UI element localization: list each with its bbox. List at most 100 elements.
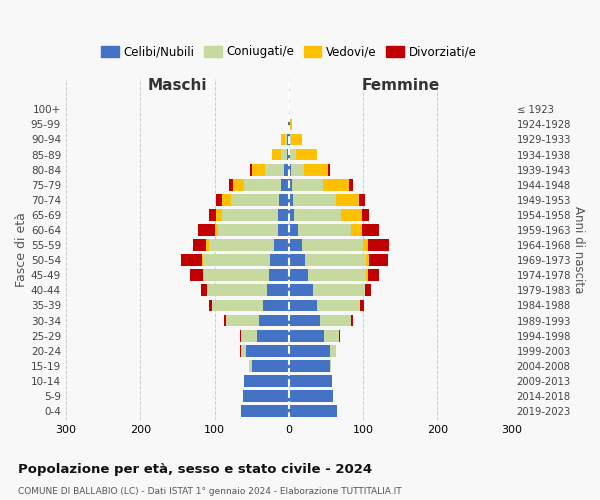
- Bar: [368, 270, 379, 281]
- Bar: [302, 239, 363, 251]
- Bar: [209, 300, 212, 312]
- Bar: [279, 194, 289, 205]
- Bar: [209, 239, 274, 251]
- Bar: [289, 345, 329, 356]
- Bar: [285, 134, 287, 145]
- Bar: [233, 179, 244, 190]
- Bar: [289, 390, 334, 402]
- Bar: [244, 375, 289, 387]
- Bar: [212, 300, 263, 312]
- Bar: [250, 164, 251, 175]
- Bar: [263, 300, 289, 312]
- Bar: [203, 270, 204, 281]
- Bar: [359, 194, 365, 205]
- Bar: [308, 270, 366, 281]
- Bar: [241, 405, 289, 417]
- Bar: [247, 345, 289, 356]
- Bar: [289, 164, 291, 175]
- Bar: [207, 284, 266, 296]
- Bar: [222, 209, 278, 221]
- Bar: [198, 224, 215, 236]
- Bar: [320, 314, 351, 326]
- Bar: [329, 360, 331, 372]
- Bar: [229, 179, 233, 190]
- Bar: [278, 209, 289, 221]
- Bar: [241, 330, 257, 342]
- Bar: [181, 254, 202, 266]
- Bar: [241, 345, 247, 356]
- Text: COMUNE DI BALLABIO (LC) - Dati ISTAT 1° gennaio 2024 - Elaborazione TUTTITALIA.I: COMUNE DI BALLABIO (LC) - Dati ISTAT 1° …: [18, 488, 401, 496]
- Bar: [289, 118, 290, 130]
- Bar: [209, 209, 216, 221]
- Bar: [281, 148, 287, 160]
- Bar: [216, 194, 222, 205]
- Bar: [289, 405, 337, 417]
- Bar: [335, 345, 337, 356]
- Bar: [289, 209, 294, 221]
- Bar: [289, 314, 320, 326]
- Bar: [216, 209, 222, 221]
- Bar: [323, 179, 349, 190]
- Bar: [202, 254, 203, 266]
- Bar: [317, 300, 360, 312]
- Bar: [218, 224, 278, 236]
- Bar: [351, 224, 362, 236]
- Bar: [240, 330, 241, 342]
- Bar: [274, 239, 289, 251]
- Bar: [289, 375, 332, 387]
- Bar: [313, 284, 365, 296]
- Bar: [204, 270, 269, 281]
- Bar: [305, 254, 366, 266]
- Bar: [289, 360, 329, 372]
- Bar: [201, 284, 207, 296]
- Bar: [284, 164, 289, 175]
- Bar: [288, 118, 289, 130]
- Bar: [329, 345, 335, 356]
- Bar: [289, 254, 305, 266]
- Bar: [289, 270, 308, 281]
- Bar: [231, 194, 279, 205]
- Y-axis label: Fasce di età: Fasce di età: [15, 212, 28, 287]
- Bar: [291, 134, 302, 145]
- Bar: [190, 270, 203, 281]
- Bar: [266, 284, 289, 296]
- Bar: [265, 164, 284, 175]
- Bar: [243, 390, 289, 402]
- Text: Maschi: Maschi: [148, 78, 207, 92]
- Bar: [365, 284, 371, 296]
- Bar: [292, 179, 323, 190]
- Bar: [362, 209, 369, 221]
- Bar: [272, 148, 281, 160]
- Bar: [293, 194, 335, 205]
- Bar: [289, 148, 290, 160]
- Bar: [289, 239, 302, 251]
- Bar: [278, 224, 289, 236]
- Bar: [287, 148, 289, 160]
- Bar: [325, 330, 340, 342]
- Bar: [289, 179, 292, 190]
- Bar: [270, 254, 289, 266]
- Bar: [289, 134, 290, 145]
- Bar: [298, 224, 351, 236]
- Bar: [328, 164, 329, 175]
- Bar: [244, 179, 281, 190]
- Bar: [349, 179, 353, 190]
- Y-axis label: Anni di nascita: Anni di nascita: [572, 206, 585, 294]
- Bar: [335, 194, 359, 205]
- Bar: [222, 194, 231, 205]
- Bar: [294, 209, 341, 221]
- Bar: [341, 209, 362, 221]
- Bar: [251, 164, 265, 175]
- Bar: [287, 134, 289, 145]
- Bar: [290, 148, 296, 160]
- Bar: [289, 284, 313, 296]
- Bar: [304, 164, 328, 175]
- Bar: [215, 224, 218, 236]
- Bar: [226, 314, 259, 326]
- Bar: [259, 314, 289, 326]
- Bar: [281, 134, 285, 145]
- Bar: [240, 345, 241, 356]
- Bar: [206, 239, 209, 251]
- Bar: [193, 239, 206, 251]
- Bar: [224, 314, 226, 326]
